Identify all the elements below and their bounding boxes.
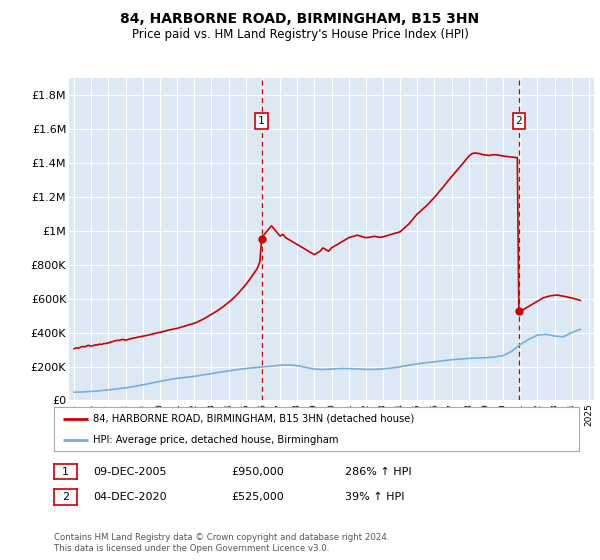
Text: 286% ↑ HPI: 286% ↑ HPI (345, 466, 412, 477)
Text: Price paid vs. HM Land Registry's House Price Index (HPI): Price paid vs. HM Land Registry's House … (131, 28, 469, 41)
Text: Contains HM Land Registry data © Crown copyright and database right 2024.
This d: Contains HM Land Registry data © Crown c… (54, 533, 389, 553)
Text: 2: 2 (62, 492, 69, 502)
Text: 04-DEC-2020: 04-DEC-2020 (93, 492, 167, 502)
Text: 84, HARBORNE ROAD, BIRMINGHAM, B15 3HN: 84, HARBORNE ROAD, BIRMINGHAM, B15 3HN (121, 12, 479, 26)
Text: 2: 2 (515, 116, 522, 126)
Text: HPI: Average price, detached house, Birmingham: HPI: Average price, detached house, Birm… (94, 435, 339, 445)
Text: 1: 1 (258, 116, 265, 126)
Text: 09-DEC-2005: 09-DEC-2005 (93, 466, 167, 477)
Text: 1: 1 (62, 466, 69, 477)
Text: 84, HARBORNE ROAD, BIRMINGHAM, B15 3HN (detached house): 84, HARBORNE ROAD, BIRMINGHAM, B15 3HN (… (94, 414, 415, 424)
Text: £950,000: £950,000 (231, 466, 284, 477)
Text: 39% ↑ HPI: 39% ↑ HPI (345, 492, 404, 502)
Text: £525,000: £525,000 (231, 492, 284, 502)
